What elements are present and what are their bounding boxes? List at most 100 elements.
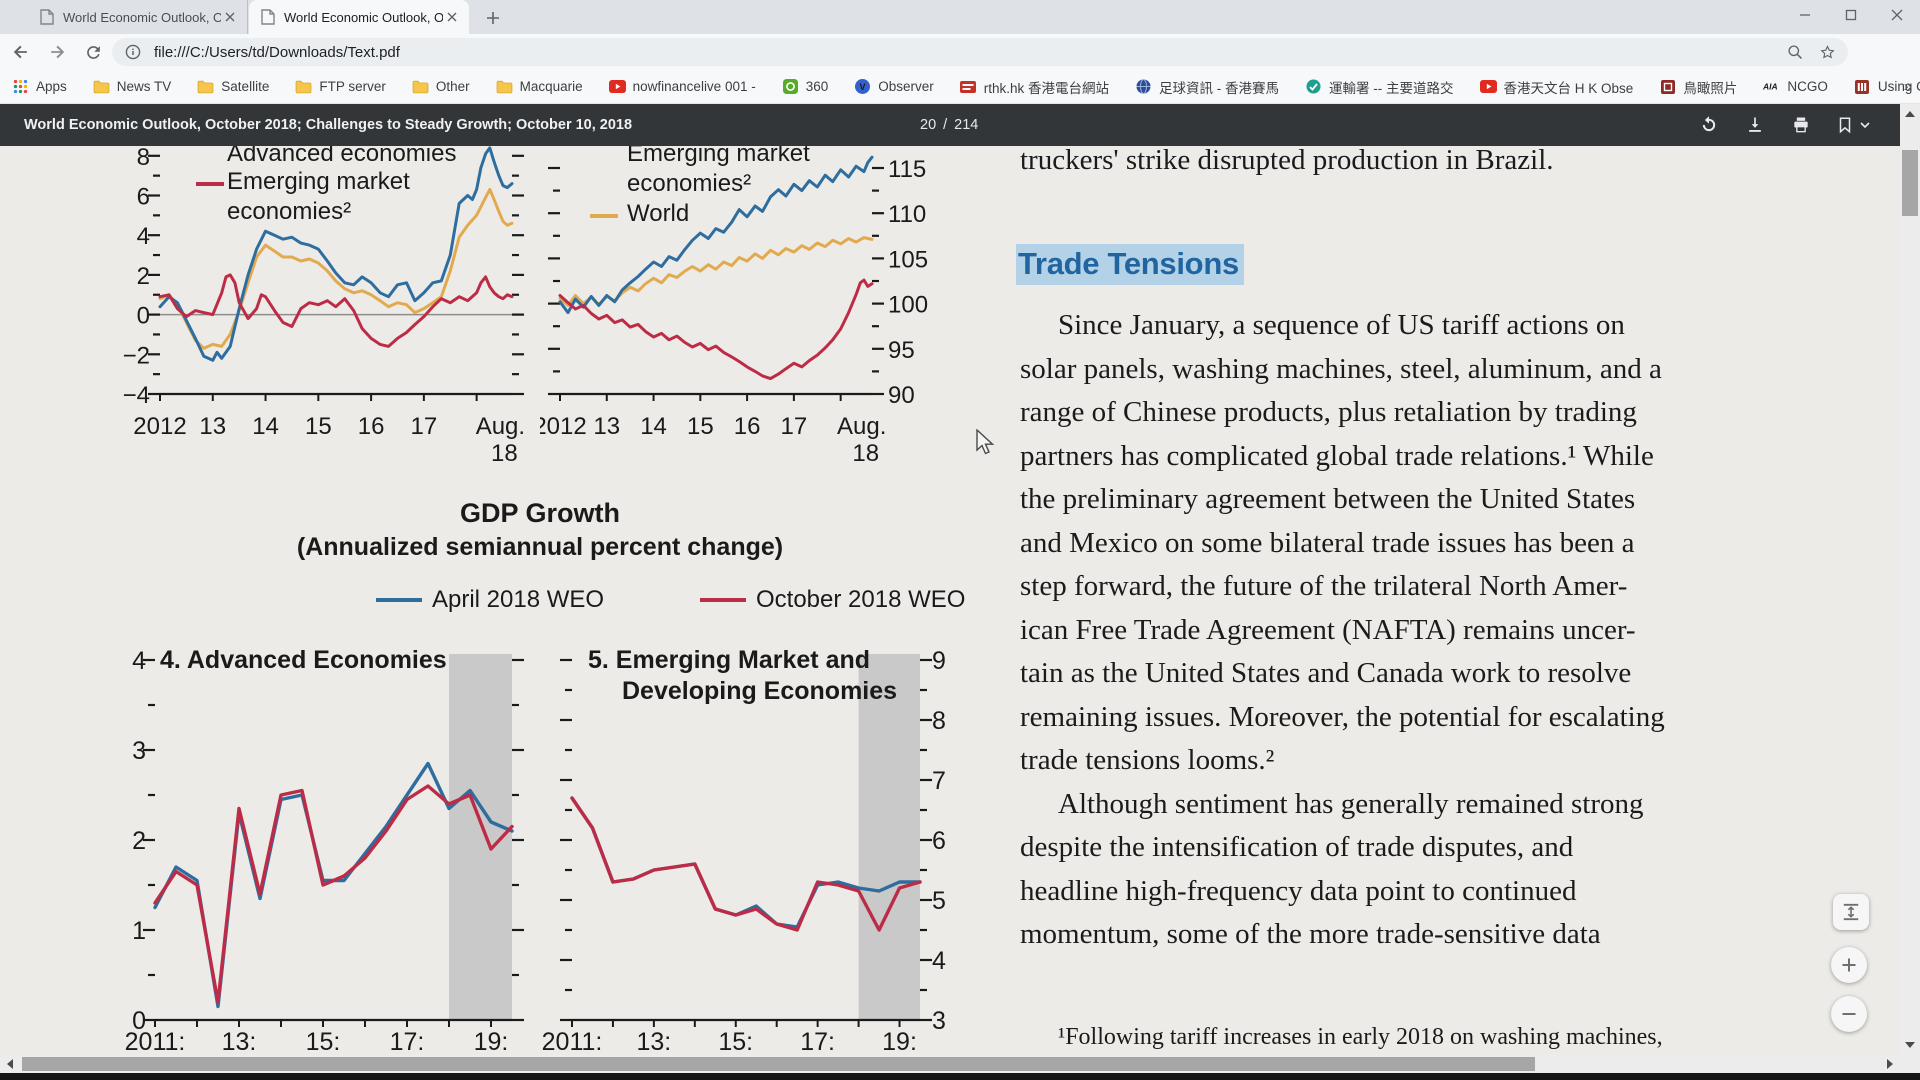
close-window-button[interactable] (1874, 0, 1920, 30)
bookmark-item-9[interactable]: rthk.hk 香港電台網站 (960, 77, 1109, 97)
bookmark-item-7[interactable]: 360 (782, 78, 828, 95)
bookmark-item-2[interactable]: Satellite (197, 78, 269, 95)
legend-world: World (627, 200, 690, 227)
svg-text:−2: −2 (123, 342, 150, 369)
bookmark-item-14[interactable]: AIA NCGO (1763, 78, 1828, 95)
bookmark-item-5[interactable]: Macquarie (496, 78, 583, 95)
page-current[interactable]: 20 (920, 117, 937, 133)
print-icon[interactable] (1778, 107, 1824, 143)
scrollbar-corner (1900, 1055, 1920, 1073)
svg-text:6: 6 (137, 184, 150, 211)
bookmark-item-4[interactable]: Other (412, 78, 470, 95)
reload-button[interactable] (78, 37, 108, 67)
horizontal-scroll-thumb[interactable] (22, 1057, 1535, 1071)
minimize-button[interactable] (1782, 0, 1828, 30)
page-indicator: 20 / 214 (920, 104, 978, 146)
svg-text:90: 90 (888, 382, 915, 409)
globe-icon (1135, 78, 1152, 95)
mouse-cursor (976, 429, 995, 455)
svg-text:3: 3 (932, 1007, 946, 1035)
fit-to-page-button[interactable] (1833, 894, 1869, 930)
svg-text:13: 13 (199, 413, 226, 440)
scroll-up-icon[interactable] (1900, 104, 1920, 124)
svg-text:9: 9 (932, 647, 946, 675)
bookmark-label: Observer (878, 79, 934, 94)
para1-line-6: and Mexico on some bilateral trade issue… (1020, 526, 1635, 559)
legend-april-weo: April 2018 WEO (376, 586, 604, 614)
svg-text:95: 95 (888, 337, 915, 364)
bookmark-item-13[interactable]: 鳥瞰照片 (1659, 77, 1737, 97)
rotate-icon[interactable] (1686, 107, 1732, 143)
rthk-icon (960, 78, 977, 95)
page-total: 214 (954, 117, 979, 133)
bookmark-item-11[interactable]: 運輸署 -- 主要道路交 (1305, 77, 1454, 97)
svg-text:105: 105 (888, 246, 928, 273)
panel-5-title-line2: Developing Economies (622, 677, 898, 705)
browser-toolbar: file:///C:/Users/td/Downloads/Text.pdf (0, 34, 1920, 100)
bookmark-label: 鳥瞰照片 (1683, 80, 1738, 96)
svg-text:2012: 2012 (540, 413, 587, 440)
scroll-right-icon[interactable] (1880, 1055, 1900, 1073)
bookmark-item-6[interactable]: nowfinancelive 001 - (608, 78, 756, 95)
folder-icon (496, 78, 513, 95)
svg-text:Aug.: Aug. (476, 413, 525, 440)
para1-line-8: ican Free Trade Agreement (NAFTA) remain… (1020, 613, 1636, 646)
apps-icon (12, 78, 29, 95)
zoom-out-button[interactable] (1831, 996, 1867, 1032)
tab-inactive[interactable]: World Economic Outlook, Octob (28, 0, 248, 34)
bookmark-item-0[interactable]: Apps (12, 78, 67, 95)
para2-line-1: Although sentiment has generally remaine… (1058, 787, 1644, 820)
bookmark-item-15[interactable]: Using Color Bars to S (1854, 78, 1920, 95)
tab-active[interactable]: World Economic Outlook, Octob (249, 0, 469, 34)
bookmark-item-3[interactable]: FTP server (295, 78, 386, 95)
svg-text:14: 14 (640, 413, 667, 440)
url-text[interactable]: file:///C:/Users/td/Downloads/Text.pdf (154, 43, 400, 61)
vertical-scrollbar[interactable] (1900, 104, 1920, 1055)
bookmark-label: rthk.hk 香港電台網站 (983, 80, 1110, 96)
svg-text:14: 14 (252, 413, 279, 440)
scroll-down-icon[interactable] (1900, 1035, 1920, 1055)
page-info-icon[interactable] (122, 41, 144, 63)
zoom-indicator-icon[interactable] (1784, 41, 1806, 63)
close-tab-icon[interactable] (443, 8, 461, 26)
vertical-scroll-thumb[interactable] (1902, 150, 1918, 216)
forward-button[interactable] (42, 37, 72, 67)
download-icon[interactable] (1732, 107, 1778, 143)
bookmark-star-icon[interactable] (1816, 41, 1838, 63)
address-bar[interactable]: file:///C:/Users/td/Downloads/Text.pdf (112, 38, 1848, 66)
para2-line-3: headline high-frequency data point to co… (1020, 874, 1577, 907)
folder-icon (295, 78, 312, 95)
pdf-file-icon (38, 9, 55, 26)
close-tab-icon[interactable] (221, 8, 239, 26)
section-heading: Trade Tensions (1016, 244, 1244, 285)
svg-text:100: 100 (888, 292, 928, 319)
back-button[interactable] (6, 37, 36, 67)
maximize-button[interactable] (1828, 0, 1874, 30)
para2-line-4: momentum, some of the more trade-sensiti… (1020, 918, 1601, 950)
bookmark-item-1[interactable]: News TV (93, 78, 172, 95)
horizontal-scrollbar[interactable] (0, 1055, 1900, 1073)
svg-text:19:: 19: (882, 1028, 917, 1055)
bookmarks-overflow-chevron[interactable]: » (1903, 78, 1912, 95)
para1-line-3: range of Chinese products, plus retaliat… (1020, 396, 1637, 428)
window-bottom-edge (0, 1073, 1920, 1080)
bookmark-label: Apps (36, 79, 67, 94)
pdf-document-title: World Economic Outlook, October 2018; Ch… (24, 117, 633, 133)
selected-text-highlight: Trade Tensions (1016, 244, 1244, 285)
folder-icon (412, 78, 429, 95)
svg-text:17:: 17: (390, 1028, 425, 1055)
svg-text:15: 15 (687, 413, 714, 440)
zoom-in-button[interactable] (1831, 947, 1867, 983)
svg-text:17: 17 (781, 413, 808, 440)
bookmark-label: News TV (116, 79, 172, 94)
bookmark-item-12[interactable]: 香港天文台 H K Obse (1479, 77, 1633, 97)
bookmark-flag-icon[interactable] (1824, 107, 1882, 143)
bookmark-item-8[interactable]: V Observer (854, 78, 934, 95)
new-tab-button[interactable] (480, 5, 506, 31)
svg-text:19:: 19: (474, 1028, 509, 1055)
bookmark-label: 足球資訊 - 香港賽馬 (1159, 80, 1280, 96)
bookmark-item-10[interactable]: 足球資訊 - 香港賽馬 (1135, 77, 1279, 97)
scroll-left-icon[interactable] (0, 1055, 20, 1073)
